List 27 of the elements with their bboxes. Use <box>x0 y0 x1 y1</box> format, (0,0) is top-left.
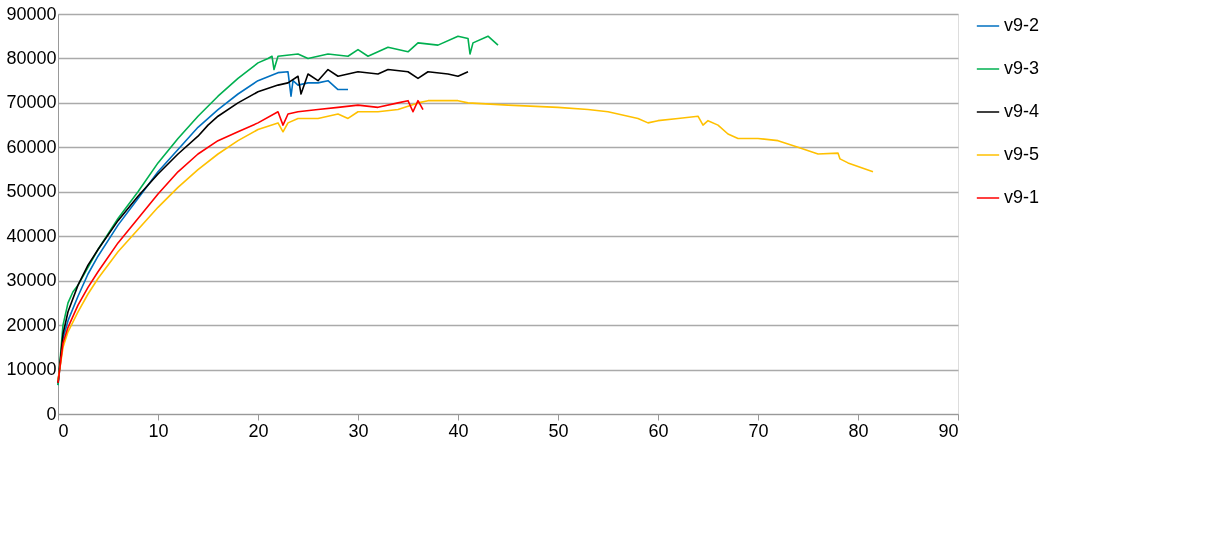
x-tick-label: 30 <box>348 420 369 441</box>
x-tick-label: 50 <box>548 420 569 441</box>
y-tick-label: 10000 <box>6 359 57 380</box>
legend-label: v9-1 <box>1004 187 1040 207</box>
x-tick-label: 60 <box>648 420 669 441</box>
x-tick-label: 10 <box>148 420 169 441</box>
x-tick-label: 40 <box>448 420 469 441</box>
legend-label: v9-3 <box>1004 58 1040 78</box>
y-tick-label: 0 <box>46 403 57 424</box>
x-tick-label: 90 <box>938 420 959 441</box>
y-tick-label: 70000 <box>6 92 57 113</box>
legend-label: v9-5 <box>1004 144 1040 164</box>
line-series <box>57 99 424 384</box>
y-tick-label: 90000 <box>6 3 57 24</box>
line-series <box>57 35 499 386</box>
y-tick-label: 80000 <box>6 47 57 68</box>
y-tick-label: 50000 <box>6 181 57 202</box>
y-tick-label: 20000 <box>6 314 57 335</box>
x-tick-label: 20 <box>248 420 269 441</box>
y-tick-label: 40000 <box>6 225 57 246</box>
legend-label: v9-2 <box>1004 15 1040 35</box>
x-tick-label: 70 <box>748 420 769 441</box>
x-tick-label: 80 <box>848 420 869 441</box>
y-tick-label: 60000 <box>6 136 57 157</box>
legend-label: v9-4 <box>1004 101 1040 121</box>
y-tick-label: 30000 <box>6 270 57 291</box>
line-series <box>57 99 874 382</box>
